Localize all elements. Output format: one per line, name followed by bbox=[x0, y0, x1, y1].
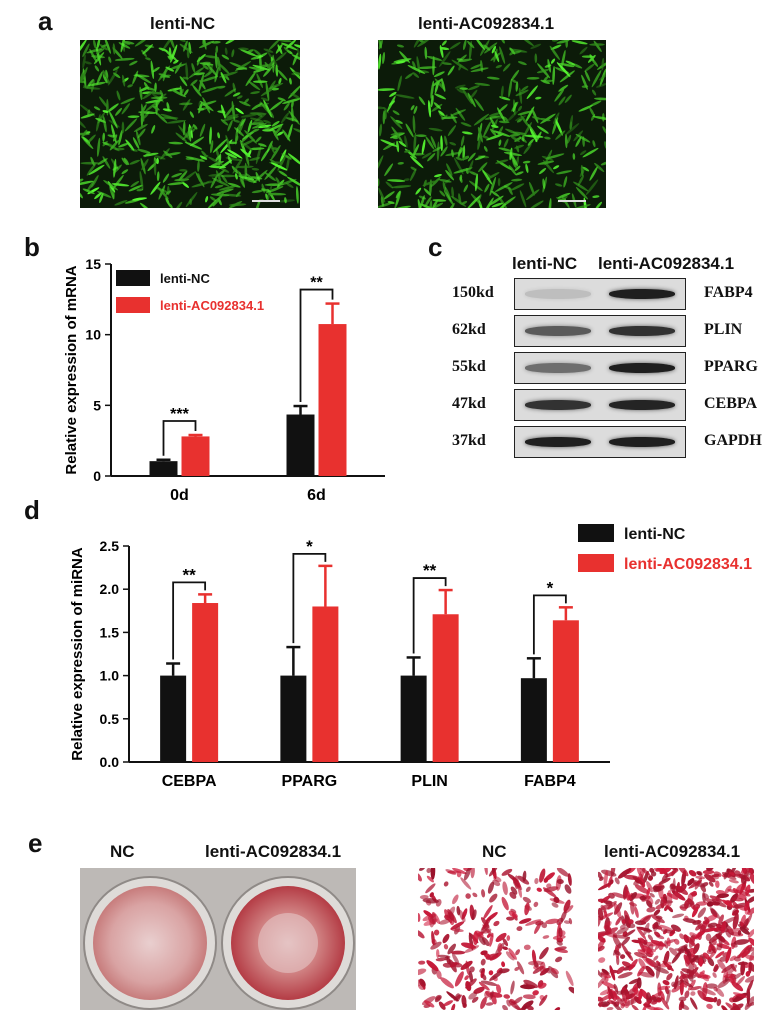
blot-protein-label: FABP4 bbox=[704, 284, 753, 301]
oil-red-stain-nc bbox=[418, 868, 574, 1010]
bar-chart-b: 0 5 10 15 Relative expression of mRNA *** 0d **… bbox=[63, 256, 385, 504]
panel-e-title-stain-treated: lenti-AC092834.1 bbox=[604, 842, 741, 861]
bar bbox=[160, 675, 187, 762]
bar bbox=[400, 675, 427, 762]
panel-a-title-nc: lenti-NC bbox=[150, 14, 216, 33]
bar bbox=[312, 606, 339, 762]
y-tick-label: 15 bbox=[85, 256, 101, 272]
blot-kd-label: 62kd bbox=[452, 321, 486, 338]
panel-letter-b: b bbox=[24, 232, 40, 262]
x-tick-label: CEBPA bbox=[162, 773, 217, 790]
x-tick-label: PLIN bbox=[411, 773, 447, 790]
blot-band bbox=[609, 400, 675, 410]
panel-letter-a: a bbox=[38, 6, 53, 36]
legend-swatch bbox=[578, 524, 614, 542]
blot-protein-label: PPARG bbox=[704, 358, 758, 375]
x-tick-label: FABP4 bbox=[524, 773, 576, 790]
panel-e-title-dish-treated: lenti-AC092834.1 bbox=[205, 842, 342, 861]
bar bbox=[318, 324, 347, 476]
culture-dish-photo bbox=[80, 868, 356, 1010]
blot-column-nc: lenti-NC bbox=[512, 254, 578, 273]
bar-chart-d: 0.0 0.5 1.0 1.5 2.0 2.5 Relative expression of… bbox=[69, 524, 752, 790]
significance-bracket bbox=[292, 552, 327, 644]
bar bbox=[520, 678, 547, 762]
y-tick-label: 1.0 bbox=[100, 668, 120, 684]
significance-bracket bbox=[172, 581, 207, 660]
significance-label: ** bbox=[183, 565, 197, 584]
bar bbox=[192, 603, 219, 762]
legend-swatch bbox=[116, 270, 150, 286]
y-tick-label: 0.5 bbox=[100, 711, 120, 727]
fluorescence-image-treated bbox=[378, 40, 606, 208]
significance-bracket bbox=[299, 288, 334, 403]
x-tick-label: 6d bbox=[307, 487, 326, 504]
significance-bracket bbox=[412, 577, 447, 654]
blot-kd-label: 150kd bbox=[452, 284, 494, 301]
blot-strip bbox=[514, 389, 686, 421]
x-tick-label: 0d bbox=[170, 487, 189, 504]
y-tick-label: 0.0 bbox=[100, 754, 120, 770]
significance-label: * bbox=[306, 537, 313, 556]
blot-protein-label: GAPDH bbox=[704, 432, 762, 449]
blot-protein-label: PLIN bbox=[704, 321, 743, 338]
scale-bar bbox=[558, 200, 586, 202]
blot-strip bbox=[514, 426, 686, 458]
blot-band bbox=[609, 289, 675, 299]
bar bbox=[552, 620, 579, 762]
legend-label: lenti-NC bbox=[160, 271, 210, 286]
legend-swatch bbox=[116, 297, 150, 313]
significance-label: ** bbox=[423, 561, 437, 580]
blot-band bbox=[525, 437, 591, 447]
fluorescence-image-nc bbox=[80, 40, 300, 208]
bar bbox=[149, 461, 178, 476]
panel-letter-c: c bbox=[428, 232, 443, 262]
legend-swatch bbox=[578, 554, 614, 572]
panel-e-title-dish-nc: NC bbox=[110, 842, 135, 861]
blot-band bbox=[525, 289, 591, 299]
y-tick-label: 5 bbox=[93, 397, 101, 413]
blot-strip bbox=[514, 278, 686, 310]
panel-e-title-stain-nc: NC bbox=[482, 842, 507, 861]
y-tick-label: 10 bbox=[85, 327, 101, 343]
x-tick-label: PPARG bbox=[282, 773, 338, 790]
blot-band bbox=[609, 326, 675, 336]
y-tick-label: 1.5 bbox=[100, 624, 120, 640]
significance-label: ** bbox=[310, 275, 323, 292]
blot-band bbox=[525, 363, 591, 373]
blot-strip bbox=[514, 315, 686, 347]
bar bbox=[286, 414, 315, 476]
blot-kd-label: 55kd bbox=[452, 358, 486, 375]
legend-label: lenti-AC092834.1 bbox=[160, 298, 264, 313]
blot-band bbox=[609, 437, 675, 447]
y-tick-label: 0 bbox=[93, 468, 101, 484]
legend-label: lenti-AC092834.1 bbox=[624, 556, 752, 573]
y-axis-label: Relative expression of miRNA bbox=[69, 547, 86, 761]
significance-bracket bbox=[162, 420, 197, 456]
panel-letter-d: d bbox=[24, 495, 40, 525]
blot-band bbox=[525, 400, 591, 410]
bar bbox=[432, 614, 459, 762]
significance-bracket bbox=[532, 594, 567, 655]
panel-a-title-treated: lenti-AC092834.1 bbox=[418, 14, 555, 33]
y-axis-label: Relative expression of mRNA bbox=[63, 265, 80, 474]
bar bbox=[280, 675, 307, 762]
significance-label: *** bbox=[170, 406, 189, 423]
oil-red-stain-treated bbox=[598, 868, 754, 1010]
blot-kd-label: 47kd bbox=[452, 395, 486, 412]
blot-band bbox=[525, 326, 591, 336]
y-tick-label: 2.5 bbox=[100, 538, 120, 554]
blot-protein-label: CEBPA bbox=[704, 395, 758, 412]
panel-letter-e: e bbox=[28, 828, 43, 858]
scale-bar bbox=[252, 200, 280, 202]
blot-column-treated: lenti-AC092834.1 bbox=[598, 254, 735, 273]
bar bbox=[181, 436, 210, 476]
blot-strip bbox=[514, 352, 686, 384]
blot-kd-label: 37kd bbox=[452, 432, 486, 449]
legend-label: lenti-NC bbox=[624, 526, 686, 543]
significance-label: * bbox=[547, 578, 554, 597]
blot-band bbox=[609, 363, 675, 373]
y-tick-label: 2.0 bbox=[100, 581, 120, 597]
